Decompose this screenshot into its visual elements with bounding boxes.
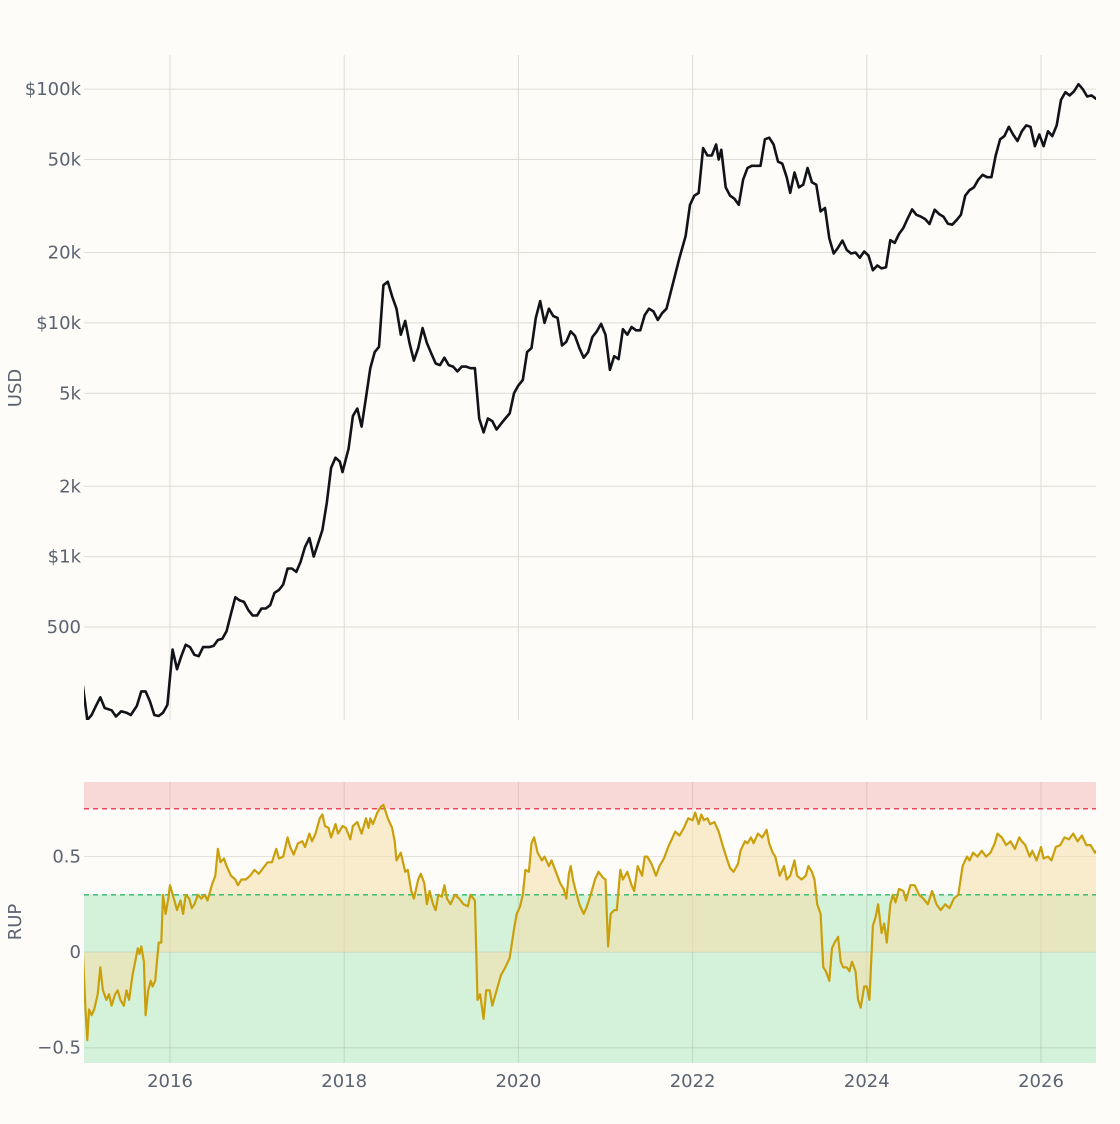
x-tick-label: 2020	[495, 1071, 541, 1092]
price-y-tick-label: 5k	[59, 383, 81, 404]
rup-upper-band	[84, 782, 1096, 809]
price-y-tick-label: $10k	[36, 313, 81, 334]
price-y-tick-label: 500	[47, 617, 81, 638]
price-panel: 500 $1k 2k 5k $10k 20k 50k $100k USD	[5, 55, 1096, 720]
price-y-axis-title: USD	[5, 369, 26, 407]
rup-y-tick-label: 0	[70, 942, 81, 963]
x-tick-label: 2022	[670, 1071, 716, 1092]
price-y-tick-label: 2k	[59, 476, 81, 497]
rup-y-tick-label: 0.5	[52, 847, 81, 868]
x-tick-label: 2026	[1018, 1071, 1064, 1092]
x-tick-label: 2024	[844, 1071, 890, 1092]
price-y-tick-label: $100k	[25, 79, 82, 100]
rup-panel: 0.5 0 −0.5 2016 2018 2020 2022 2024 2026 RUP	[5, 782, 1096, 1092]
x-tick-label: 2016	[147, 1071, 193, 1092]
price-line	[84, 82, 1096, 720]
price-y-tick-label: $1k	[48, 547, 82, 568]
price-y-tick-label: 50k	[48, 150, 82, 171]
price-y-tick-label: 20k	[48, 243, 82, 264]
rup-area	[84, 804, 1096, 1041]
rup-y-axis-title: RUP	[5, 904, 26, 941]
rup-line	[84, 803, 1096, 1042]
x-tick-label: 2018	[321, 1071, 367, 1092]
rup-y-tick-label: −0.5	[37, 1038, 81, 1059]
